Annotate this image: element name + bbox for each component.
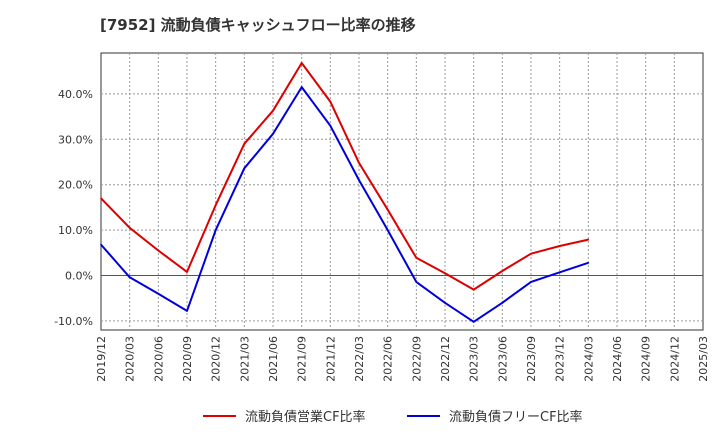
data-point	[157, 292, 160, 295]
x-tick-label: 2022/12	[439, 336, 452, 382]
data-point	[300, 86, 303, 88]
data-point	[444, 302, 446, 304]
data-point	[587, 262, 590, 264]
x-tick-label: 2023/09	[525, 336, 538, 382]
plot-area	[100, 52, 704, 331]
data-point	[214, 204, 217, 206]
data-point	[386, 208, 389, 211]
x-tick-label: 2024/12	[668, 336, 681, 382]
x-tick-label: 2022/09	[410, 336, 423, 382]
x-tick-label: 2021/12	[324, 336, 337, 382]
series-layer	[100, 62, 590, 323]
data-point	[472, 288, 475, 291]
x-tick-label: 2021/06	[267, 336, 280, 382]
data-point	[444, 272, 446, 275]
data-point	[386, 229, 389, 231]
y-tick-label: 30.0%	[58, 133, 93, 146]
data-point	[100, 243, 102, 246]
data-point	[587, 238, 590, 241]
data-point	[415, 257, 418, 259]
legend-label: 流動負債営業CF比率	[245, 409, 366, 425]
series-line-1	[100, 62, 589, 291]
y-tick-label: -10.0%	[54, 315, 93, 328]
data-point	[358, 162, 360, 164]
y-tick-layer: -10.0% 0.0% 10.0% 20.0% 30.0% 40.0%	[54, 88, 93, 328]
data-point	[415, 281, 418, 283]
chart-title: [7952] 流動負債キャッシュフロー比率の推移	[100, 16, 416, 34]
grid-layer	[101, 53, 703, 330]
legend-label: 流動負債フリーCF比率	[449, 409, 583, 425]
data-point	[157, 249, 160, 252]
data-point	[243, 167, 246, 170]
x-tick-label: 2024/03	[582, 336, 595, 382]
data-point	[243, 143, 246, 145]
x-tick-label: 2022/06	[382, 336, 395, 382]
data-point	[358, 179, 360, 181]
y-tick-label: 40.0%	[58, 88, 93, 101]
x-tick-label: 2021/09	[296, 336, 309, 382]
x-tick-label: 2021/03	[238, 336, 251, 382]
data-point	[100, 197, 102, 200]
data-point	[186, 271, 188, 273]
data-point	[530, 252, 532, 255]
data-point	[128, 227, 131, 229]
y-tick-label: 0.0%	[65, 270, 93, 283]
data-point	[329, 124, 332, 127]
y-tick-label: 10.0%	[58, 224, 93, 237]
x-tick-label: 2022/03	[353, 336, 366, 382]
x-tick-label: 2020/12	[210, 336, 223, 382]
data-point	[128, 276, 131, 279]
y-tick-label: 20.0%	[58, 179, 93, 192]
data-point	[558, 271, 561, 274]
data-point	[329, 100, 332, 103]
data-point	[272, 109, 274, 112]
x-tick-label: 2020/09	[181, 336, 194, 382]
data-point	[472, 321, 475, 323]
data-point	[558, 245, 561, 247]
x-tick-label: 2020/06	[152, 336, 165, 382]
x-tick-label: 2019/12	[95, 336, 108, 382]
x-tick-label: 2023/03	[468, 336, 481, 382]
data-point	[300, 62, 303, 64]
legend: 流動負債営業CF比率 流動負債フリーCF比率	[203, 409, 583, 425]
data-point	[530, 281, 532, 283]
x-tick-label: 2023/12	[554, 336, 567, 382]
data-point	[501, 270, 504, 272]
x-tick-label: 2023/06	[496, 336, 509, 382]
series-line-2	[100, 86, 589, 323]
data-point	[501, 302, 504, 304]
x-tick-label: 2020/03	[124, 336, 137, 382]
x-tick-label: 2024/06	[611, 336, 624, 382]
x-tick-label: 2025/03	[697, 336, 710, 382]
data-point	[272, 133, 274, 135]
x-tick-label: 2024/09	[640, 336, 653, 382]
data-point	[214, 229, 217, 231]
data-point	[186, 310, 188, 312]
x-tick-layer: 2019/12 2020/03 2020/06 2020/09 2020/12 2021/…	[95, 336, 710, 382]
